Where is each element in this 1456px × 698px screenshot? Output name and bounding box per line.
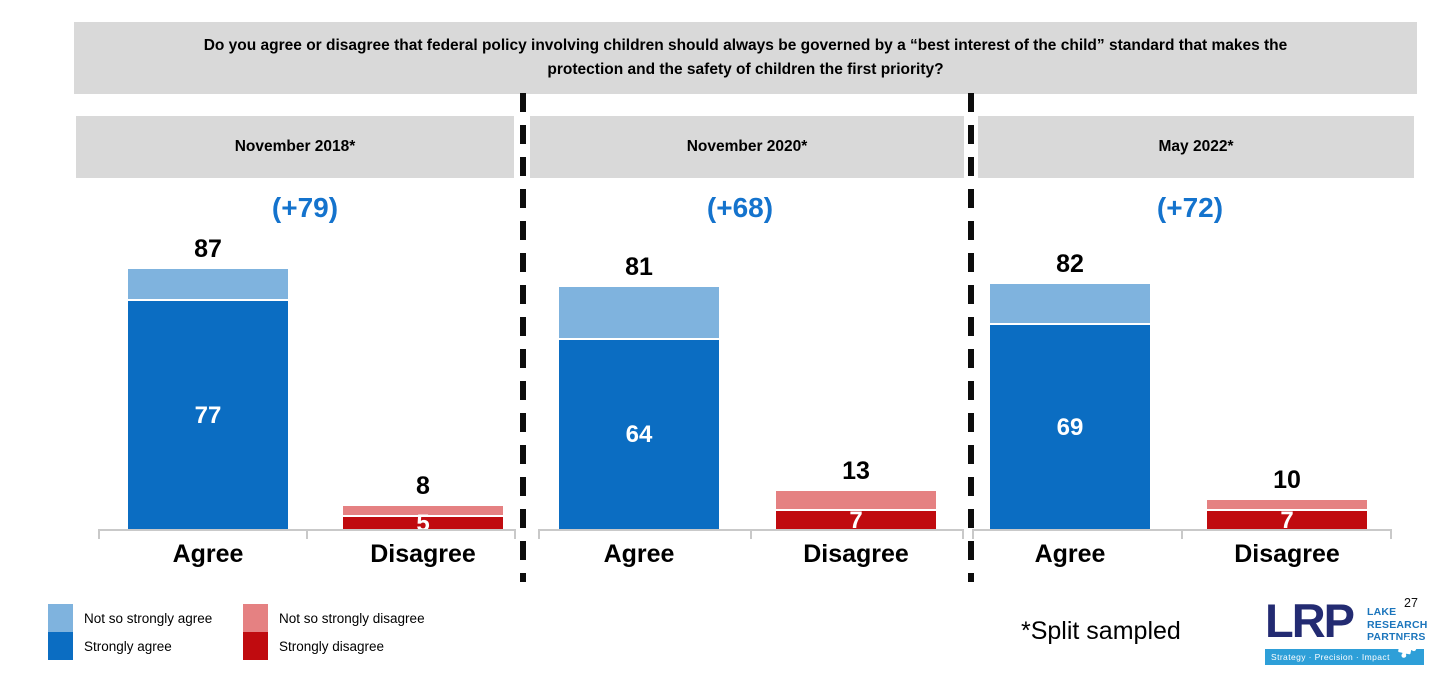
legend-item: Not so strongly agree (48, 604, 212, 632)
axis-tick (1390, 531, 1392, 539)
segment-not-so-strongly (343, 506, 503, 515)
axis-tick (306, 531, 308, 539)
bar-disagree-2022: 10 7 (1207, 465, 1367, 534)
question-text: Do you agree or disagree that federal po… (203, 36, 1288, 78)
stacked-bar: 64 (559, 287, 719, 530)
bar-strong-value-label: 64 (625, 421, 653, 449)
stacked-bar: 7 (776, 491, 936, 534)
logo-org-line: RESEARCH (1367, 618, 1428, 631)
lrp-logo: LRP LAKE RESEARCH PARTNERS 27 Strategy ·… (1264, 594, 1428, 669)
x-axis-2020 (538, 529, 964, 539)
bar-strong-value-label: 77 (194, 401, 222, 429)
logo-org-line: PARTNERS (1367, 631, 1426, 644)
segment-strongly: 5 (343, 511, 503, 535)
bar-agree-2018: 87 77 (128, 234, 288, 530)
segment-not-so-strongly (559, 287, 719, 338)
category-label-disagree: Disagree (803, 540, 909, 568)
legend-label: Not so strongly agree (84, 610, 213, 626)
x-axis-2022 (972, 529, 1392, 539)
stacked-bar: 69 (990, 284, 1150, 530)
axis-tick (750, 531, 752, 539)
legend-swatch-not-so-strongly-agree (48, 604, 73, 632)
legend-item: Not so strongly disagree (243, 604, 425, 632)
panel-header-label: May 2022* (1158, 138, 1234, 155)
axis-tick (962, 531, 964, 539)
bar-agree-2020: 81 64 (559, 252, 719, 530)
segment-strongly: 77 (128, 299, 288, 530)
bar-total-label: 10 (1273, 465, 1301, 494)
stacked-bar: 7 (1207, 500, 1367, 534)
stacked-bar: 5 (343, 506, 503, 535)
net-agree-label: (+79) (271, 192, 339, 223)
legend-label: Strongly agree (84, 638, 172, 654)
logo-org-name: LAKE RESEARCH PARTNERS (1367, 606, 1428, 644)
segment-not-so-strongly (128, 269, 288, 299)
legend-item: Strongly disagree (243, 632, 425, 660)
category-label-disagree: Disagree (1234, 540, 1340, 568)
bar-total-label: 8 (416, 471, 430, 500)
bar-agree-2022: 82 69 (990, 249, 1150, 530)
bar-strong-value-label: 7 (849, 506, 863, 534)
axis-tick (1181, 531, 1183, 539)
bar-total-label: 81 (625, 252, 653, 281)
segment-strongly: 7 (776, 506, 936, 534)
bar-total-label: 87 (194, 234, 222, 263)
logo-tagline: Strategy · Precision · Impact (1271, 652, 1390, 662)
panel-divider-dashed-line (968, 93, 974, 582)
split-sampled-footnote: *Split sampled (1021, 617, 1181, 645)
panel-header-nov-2018: November 2018* (76, 116, 514, 178)
legend-agree-group: Not so strongly agree Strongly agree (48, 604, 212, 660)
axis-tick (98, 531, 100, 539)
stacked-bar: 77 (128, 269, 288, 530)
legend-swatch-strongly-agree (48, 632, 73, 660)
panel-header-nov-2020: November 2020* (530, 116, 964, 178)
net-agree-label: (+68) (706, 192, 774, 223)
bar-strong-value-label: 7 (1280, 506, 1294, 534)
x-axis-2018 (98, 529, 516, 539)
category-label-disagree: Disagree (370, 540, 476, 568)
category-label-agree: Agree (1034, 540, 1106, 568)
panel-divider-dashed-line (520, 93, 526, 582)
segment-strongly: 7 (1207, 506, 1367, 534)
bar-disagree-2018: 8 5 (343, 471, 503, 535)
segment-not-so-strongly (1207, 500, 1367, 509)
legend-label: Strongly disagree (279, 638, 385, 654)
legend-label: Not so strongly disagree (279, 610, 425, 626)
panel-header-label: November 2018* (234, 138, 356, 155)
logo-org-line: LAKE (1367, 606, 1397, 618)
question-banner: Do you agree or disagree that federal po… (74, 22, 1417, 94)
bar-total-label: 82 (1056, 249, 1084, 278)
legend-disagree-group: Not so strongly disagree Strongly disagr… (243, 604, 425, 660)
net-agree-label: (+72) (1156, 192, 1224, 223)
legend-swatch-not-so-strongly-disagree (243, 604, 268, 632)
panel-header-label: November 2020* (686, 138, 808, 155)
segment-not-so-strongly (776, 491, 936, 509)
legend-item: Strongly agree (48, 632, 212, 660)
puzzle-piece-icon (1391, 633, 1423, 669)
axis-tick (538, 531, 540, 539)
axis-tick (972, 531, 974, 539)
slide-page-number: 27 (1404, 596, 1418, 610)
legend-swatch-strongly-disagree (243, 632, 268, 660)
bar-total-label: 13 (842, 456, 870, 485)
segment-not-so-strongly (990, 284, 1150, 323)
segment-strongly: 64 (559, 338, 719, 530)
bar-disagree-2020: 13 7 (776, 456, 936, 534)
segment-strongly: 69 (990, 323, 1150, 530)
logo-tagline-bar: Strategy · Precision · Impact (1265, 649, 1424, 665)
axis-tick (514, 531, 516, 539)
panel-header-may-2022: May 2022* (978, 116, 1414, 178)
category-label-agree: Agree (172, 540, 244, 568)
logo-acronym: LRP (1265, 594, 1355, 647)
category-label-agree: Agree (603, 540, 675, 568)
bar-strong-value-label: 69 (1056, 413, 1084, 441)
